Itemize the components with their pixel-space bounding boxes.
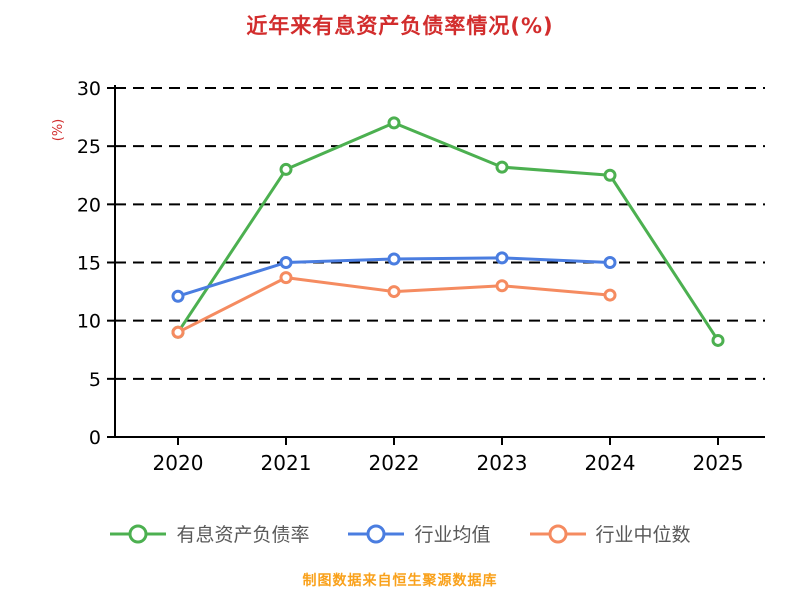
chart-title: 近年来有息资产负债率情况(%) <box>246 14 554 38</box>
y-tick-label: 15 <box>77 253 101 275</box>
x-tick-label: 2024 <box>585 451 636 475</box>
series-line-0 <box>176 121 720 342</box>
y-tick-label: 5 <box>89 369 101 391</box>
chart-legend: 有息资产负债率 行业均值 行业中位数 <box>0 520 800 547</box>
data-point <box>603 168 617 182</box>
y-tick-label: 0 <box>89 427 101 449</box>
x-tick-label: 2020 <box>153 451 204 475</box>
x-tick-label: 2023 <box>477 451 528 475</box>
data-point <box>279 271 293 285</box>
data-point <box>387 285 401 299</box>
data-point <box>171 325 185 339</box>
data-point <box>603 256 617 269</box>
data-point <box>495 160 509 174</box>
data-point <box>495 279 509 293</box>
data-point <box>387 116 401 130</box>
y-tick-label: 10 <box>77 311 101 333</box>
x-tick-label: 2021 <box>261 451 312 475</box>
data-point <box>603 288 617 302</box>
legend-label: 行业中位数 <box>595 524 691 546</box>
data-source-note: 制图数据来自恒生聚源数据库 <box>302 573 498 589</box>
y-axis-label: (%) <box>51 119 66 142</box>
data-point <box>171 289 185 303</box>
data-point <box>495 251 509 265</box>
legend-item-series-1: 行业均值 <box>347 520 491 547</box>
data-point <box>279 256 293 269</box>
legend-label: 有息资产负债率 <box>176 524 310 546</box>
legend-item-series-0: 有息资产负债率 <box>109 520 309 547</box>
data-point <box>387 252 401 266</box>
data-point <box>279 162 293 176</box>
y-tick-label: 25 <box>77 136 101 158</box>
x-tick-label: 2022 <box>369 451 420 475</box>
legend-item-series-2: 行业中位数 <box>529 520 691 547</box>
x-tick-label: 2025 <box>693 451 744 475</box>
legend-line-circle-icon <box>529 524 586 543</box>
legend-label: 行业均值 <box>414 524 491 546</box>
data-point <box>711 333 725 347</box>
y-tick-label: 30 <box>77 78 101 100</box>
legend-line-circle-icon <box>348 524 405 543</box>
legend-line-circle-icon <box>110 524 167 543</box>
y-tick-label: 20 <box>77 194 101 216</box>
